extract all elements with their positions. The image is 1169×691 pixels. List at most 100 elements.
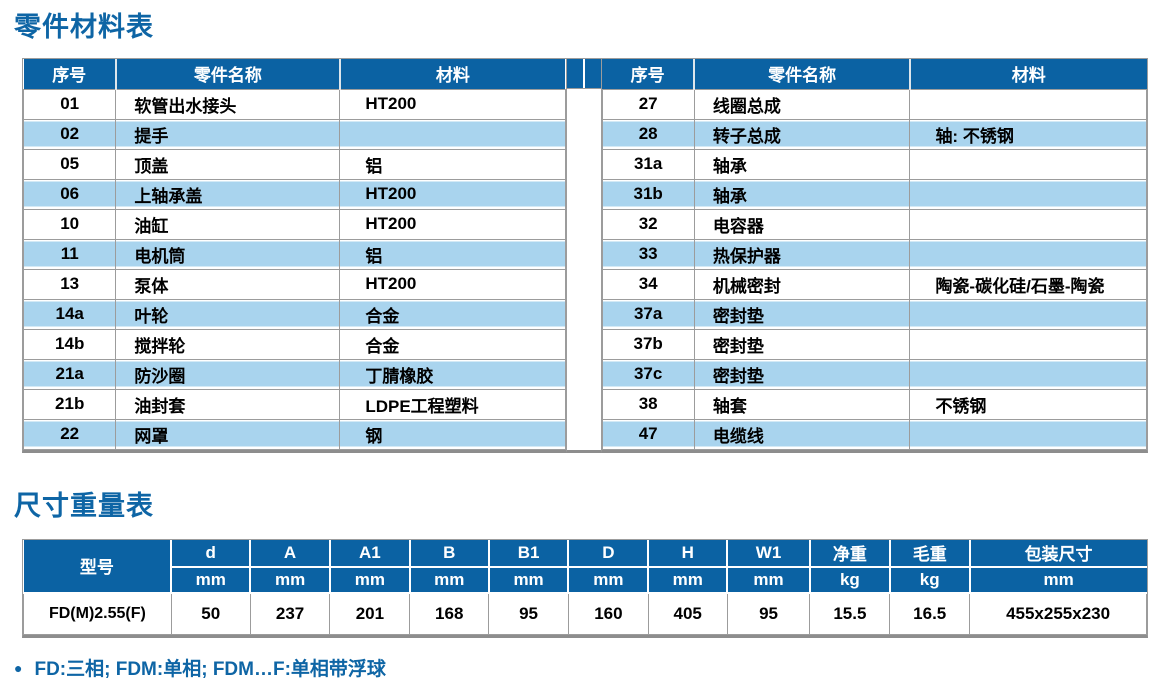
cell-name: 网罩 xyxy=(115,418,341,450)
cell-no: 31b xyxy=(601,178,695,210)
cell-no: 21a xyxy=(22,358,117,390)
column-header-name: 零件名称 xyxy=(693,59,910,90)
cell-value: 95 xyxy=(488,592,569,635)
cell-value: 237 xyxy=(249,592,331,635)
table-row: 31a 轴承 xyxy=(601,148,1147,180)
table-gap-header xyxy=(566,59,601,89)
cell-no: 06 xyxy=(22,178,117,210)
dim-column-unit: mm xyxy=(968,565,1147,594)
cell-name: 转子总成 xyxy=(693,118,911,150)
cell-material: HT200 xyxy=(339,268,566,300)
cell-material xyxy=(909,88,1147,120)
dim-column-unit: mm xyxy=(328,565,411,594)
cell-material: 铝 xyxy=(339,148,566,180)
cell-no: 27 xyxy=(601,88,695,120)
dim-column-label: B1 xyxy=(487,539,570,568)
cell-no: 21b xyxy=(22,388,117,420)
dimensions-table-section: 型号 d A A1 B B1 D H W1 净重 毛重 包装尺寸 mm mm mm mm mm mm mm mm k… xyxy=(22,538,1148,638)
cell-name: 密封垫 xyxy=(693,328,911,360)
cell-material: 丁腈橡胶 xyxy=(339,358,566,390)
cell-value: 201 xyxy=(329,592,411,635)
cell-value: 168 xyxy=(409,592,490,635)
table-row: 11 电机筒铝 xyxy=(22,238,566,270)
cell-name: 上轴承盖 xyxy=(115,178,341,210)
table-row: 02 提手 xyxy=(22,118,566,150)
cell-value: 405 xyxy=(647,592,728,635)
parts-left-header-row: 序号 零件名称 材料 xyxy=(23,59,565,90)
table-row: 27 线圈总成 xyxy=(601,88,1147,120)
table-row: 01 软管出水接头 HT200 xyxy=(22,88,566,120)
model-note: ● FD:三相; FDM:单相; FDM…F:单相带浮球 xyxy=(14,654,1169,681)
table-row: 32 电容器 xyxy=(601,208,1147,240)
parts-table-right: 序号 零件名称 材料 27 线圈总成 28 转子总成 轴: 不锈钢 31a 轴承 31b 轴承 3… xyxy=(601,59,1148,450)
model-note-text: FD:三相; FDM:单相; FDM…F:单相带浮球 xyxy=(34,659,386,680)
cell-material xyxy=(909,358,1147,390)
dim-column-unit: kg xyxy=(888,565,971,594)
table-row: 37b 密封垫 xyxy=(601,328,1147,360)
cell-name: 提手 xyxy=(115,118,341,150)
column-header-material: 材料 xyxy=(908,59,1147,90)
dim-column-unit: mm xyxy=(647,565,729,594)
dim-column-unit: mm xyxy=(487,565,570,594)
dim-column-label: 毛重 xyxy=(888,539,971,568)
cell-name: 轴套 xyxy=(693,388,911,420)
dim-column-label: W1 xyxy=(726,539,811,568)
table-row: 47 电缆线 xyxy=(601,418,1147,450)
cell-no: 32 xyxy=(601,208,695,240)
cell-material xyxy=(909,328,1147,360)
dim-column-label: A xyxy=(249,539,331,568)
dim-column-label: A1 xyxy=(328,539,411,568)
table-row: 34 机械密封 陶瓷-碳化硅/石墨-陶瓷 xyxy=(601,268,1147,300)
table-row: 31b 轴承 xyxy=(601,178,1147,210)
cell-model: FD(M)2.55(F) xyxy=(23,592,172,635)
cell-no: 11 xyxy=(22,238,117,270)
cell-name: 电缆线 xyxy=(693,418,911,450)
cell-name: 叶轮 xyxy=(115,298,341,330)
cell-name: 热保护器 xyxy=(693,238,911,270)
cell-material xyxy=(339,118,566,150)
cell-no: 33 xyxy=(601,238,695,270)
cell-name: 油封套 xyxy=(115,388,341,420)
parts-table-right-frame: 序号 零件名称 材料 27 线圈总成 28 转子总成 轴: 不锈钢 31a 轴承 31b 轴承 3… xyxy=(600,58,1148,453)
table-gap-spacer xyxy=(566,58,601,453)
cell-name: 搅拌轮 xyxy=(115,328,341,360)
dimensions-table-frame: 型号 d A A1 B B1 D H W1 净重 毛重 包装尺寸 mm mm mm mm mm mm mm mm k… xyxy=(22,538,1148,638)
cell-name: 顶盖 xyxy=(115,148,341,180)
column-header-no: 序号 xyxy=(23,59,116,90)
table-row: 33 热保护器 xyxy=(601,238,1147,270)
parts-table-left-frame: 序号 零件名称 材料 01 软管出水接头 HT200 02 提手 05 顶盖铝 06 上轴承盖 H… xyxy=(22,58,567,453)
table-row: 22 网罩钢 xyxy=(22,418,566,450)
cell-value: 16.5 xyxy=(889,592,971,635)
dim-column-unit: kg xyxy=(808,565,891,594)
dim-column-unit: mm xyxy=(249,565,331,594)
model-column-header: 型号 xyxy=(23,539,173,594)
parts-table-left: 序号 零件名称 材料 01 软管出水接头 HT200 02 提手 05 顶盖铝 06 上轴承盖 H… xyxy=(22,59,566,450)
cell-no: 14a xyxy=(22,298,117,330)
cell-material: HT200 xyxy=(339,178,566,210)
cell-material xyxy=(909,238,1147,270)
cell-no: 37a xyxy=(601,298,695,330)
cell-material: 合金 xyxy=(339,328,566,360)
cell-material: 不锈钢 xyxy=(909,388,1147,420)
table-row: 38 轴套 不锈钢 xyxy=(601,388,1147,420)
table-row: 14b 搅拌轮 合金 xyxy=(22,328,566,360)
cell-no: 14b xyxy=(22,328,117,360)
cell-no: 10 xyxy=(22,208,117,240)
cell-material: 铝 xyxy=(339,238,566,270)
table-row: 21b 油封套 LDPE工程塑料 xyxy=(22,388,566,420)
cell-value: 455x255x230 xyxy=(969,592,1147,635)
cell-name: 油缸 xyxy=(115,208,341,240)
parts-table-title: 零件材料表 xyxy=(14,12,154,42)
cell-name: 电机筒 xyxy=(115,238,341,270)
cell-name: 软管出水接头 xyxy=(115,88,341,120)
table-row: 14a 叶轮 合金 xyxy=(22,298,566,330)
table-row: 21a 防沙圈 丁腈橡胶 xyxy=(22,358,566,390)
cell-no: 37b xyxy=(601,328,695,360)
cell-material: HT200 xyxy=(339,88,566,120)
cell-value: 50 xyxy=(170,592,251,635)
column-header-no: 序号 xyxy=(602,59,695,90)
cell-value: 95 xyxy=(726,592,811,635)
cell-name: 轴承 xyxy=(693,148,911,180)
cell-name: 轴承 xyxy=(693,178,911,210)
cell-no: 01 xyxy=(22,88,117,120)
